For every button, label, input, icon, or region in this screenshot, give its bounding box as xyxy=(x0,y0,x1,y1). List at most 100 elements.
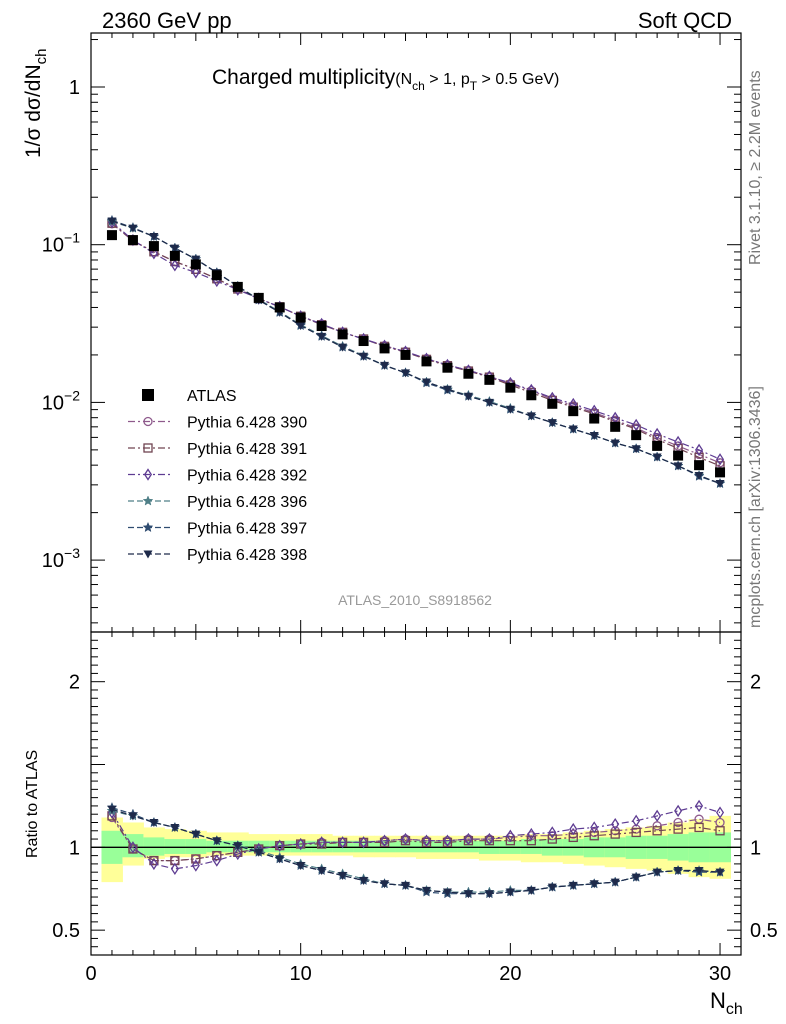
main-point-p398 xyxy=(296,322,306,331)
main-y-tick-exp: −2 xyxy=(64,387,80,403)
ratio-point-p398 xyxy=(589,880,599,889)
ratio-point-p391 xyxy=(212,850,222,861)
data-point xyxy=(400,349,411,360)
data-point xyxy=(148,241,159,252)
band-inner-bin xyxy=(520,839,543,854)
data-point xyxy=(358,336,369,347)
main-point-p392 xyxy=(632,418,641,432)
data-point xyxy=(631,430,642,441)
ratio-point-p398 xyxy=(317,867,327,876)
ratio-point-p391 xyxy=(526,836,536,846)
main-y-tick-base: 10 xyxy=(42,235,64,257)
main-point-p398 xyxy=(526,412,536,421)
main-point-p392 xyxy=(653,427,662,441)
ratio-point-p392 xyxy=(296,837,305,851)
ratio-point-p398 xyxy=(128,812,138,821)
ratio-point-p392 xyxy=(527,827,536,841)
ratio-point-p392 xyxy=(191,859,200,872)
legend: ATLAS Pythia 6.428 390 Pythia 6.428 391 Pyt… xyxy=(128,388,307,564)
x-axis-label-main: N xyxy=(710,988,726,1013)
main-ylabel: 1/σ dσ/dNch xyxy=(22,49,50,158)
legend-label-data: ATLAS xyxy=(187,388,237,405)
ratio-point-p391 xyxy=(694,822,704,833)
data-point xyxy=(295,312,306,323)
band-inner-bin xyxy=(457,840,480,853)
main-y-tick-base: 10 xyxy=(42,392,64,414)
legend-label-p398: Pythia 6.428 398 xyxy=(187,547,307,564)
ratio-point-p390 xyxy=(673,817,683,828)
category-label: Soft QCD xyxy=(638,8,732,33)
data-point xyxy=(610,421,621,432)
ratio-point-p392 xyxy=(674,804,683,818)
ratio-line-p398 xyxy=(111,808,721,895)
data-point xyxy=(232,281,243,292)
main-point-p398 xyxy=(568,425,578,434)
data-point xyxy=(127,235,138,246)
ratio-y-tick-label-right: 2 xyxy=(750,672,761,694)
data-point xyxy=(190,259,201,270)
main-y-tick-exp: −3 xyxy=(64,545,80,561)
data-point xyxy=(715,467,726,478)
data-point xyxy=(547,398,558,409)
data-point xyxy=(505,382,516,393)
main-point-p398 xyxy=(149,233,159,242)
ratio-y-tick-label-right: 1 xyxy=(750,837,761,859)
ratio-point-p391 xyxy=(652,826,662,836)
ratio-point-p398 xyxy=(296,862,306,871)
main-line-p392 xyxy=(111,221,721,460)
mcplots-label: mcplots.cern.ch [arXiv:1306.3436] xyxy=(747,386,764,628)
data-point xyxy=(568,406,579,417)
ratio-point-p392 xyxy=(401,832,410,846)
ratio-point-p398 xyxy=(254,848,264,857)
data-point xyxy=(463,368,474,379)
ratio-point-p398 xyxy=(107,805,117,814)
main-point-p392 xyxy=(191,266,200,279)
main-point-p398 xyxy=(673,462,683,471)
legend-marker-p390 xyxy=(143,416,153,427)
main-point-p392 xyxy=(170,259,179,272)
ratio-series-group xyxy=(106,799,726,899)
legend-label-p397: Pythia 6.428 397 xyxy=(187,521,307,538)
ratio-point-p392 xyxy=(275,839,284,852)
ratio-point-p392 xyxy=(464,832,473,846)
ratio-point-p392 xyxy=(695,799,704,813)
main-point-p398 xyxy=(338,343,348,352)
ratio-point-p398 xyxy=(694,867,704,876)
ratio-point-p398 xyxy=(170,823,180,832)
x-tick-label: 30 xyxy=(709,963,731,985)
main-point-p398 xyxy=(505,405,515,414)
legend-marker-p397 xyxy=(142,521,154,533)
ratio-point-p392 xyxy=(170,862,179,876)
ratio-point-p398 xyxy=(401,881,411,890)
main-point-p398 xyxy=(589,432,599,441)
ratio-point-p391 xyxy=(547,834,557,844)
data-point xyxy=(379,343,390,354)
ratio-point-p398 xyxy=(338,871,348,880)
main-point-p398 xyxy=(421,378,431,387)
main-point-p398 xyxy=(359,352,369,361)
ratio-point-p392 xyxy=(422,834,431,847)
ratio-point-p398 xyxy=(359,876,369,885)
title-cut-open: (N xyxy=(395,71,412,88)
main-point-p398 xyxy=(317,332,327,341)
ratio-point-p398 xyxy=(547,883,557,892)
legend-marker-p396 xyxy=(142,495,154,506)
ratio-point-p398 xyxy=(191,830,201,839)
ratio-point-p391 xyxy=(191,854,201,864)
band-inner-bin xyxy=(206,840,228,853)
title-cut-sub1: ch xyxy=(412,79,425,93)
legend-marker-p392 xyxy=(143,468,153,481)
legend-label-p396: Pythia 6.428 396 xyxy=(187,494,307,511)
ratio-point-p392 xyxy=(653,809,662,823)
ratio-point-p392 xyxy=(611,817,620,831)
legend-label-p392: Pythia 6.428 392 xyxy=(187,468,307,485)
legend-marker-p398 xyxy=(143,550,153,559)
legend-label-p390: Pythia 6.428 390 xyxy=(187,415,307,432)
ratio-y-tick-label: 0.5 xyxy=(52,920,80,942)
main-y-tick-label: 10−3 xyxy=(42,545,80,572)
ratio-point-p398 xyxy=(212,837,222,846)
data-point xyxy=(211,270,222,281)
band-inner-bin xyxy=(395,840,417,853)
ratio-point-p392 xyxy=(338,836,347,849)
energy-label: 2360 GeV pp xyxy=(102,8,232,33)
